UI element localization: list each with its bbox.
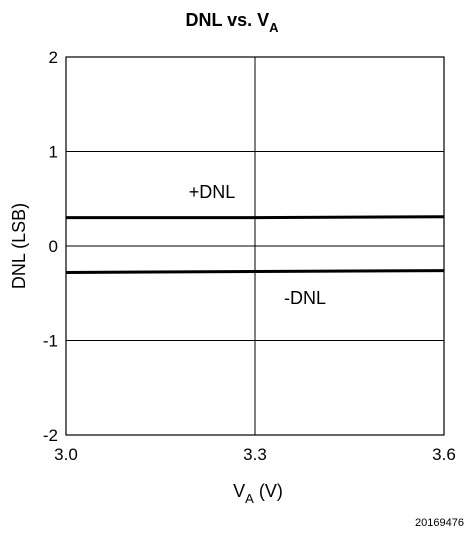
chart-title-main: DNL vs. V bbox=[185, 10, 269, 30]
y-axis-label: DNL (LSB) bbox=[9, 203, 29, 289]
chart-title-subscript: A bbox=[269, 20, 279, 35]
x-axis-label-unit: (V) bbox=[254, 481, 283, 501]
y-tick-label: -1 bbox=[43, 332, 58, 351]
y-tick-label: 1 bbox=[49, 143, 58, 162]
x-tick-label: 3.3 bbox=[243, 445, 267, 464]
y-tick-label: 2 bbox=[49, 48, 58, 67]
tick-labels: 2 1 0 -1 -23.0 3.3 3.6 bbox=[43, 48, 456, 464]
grid bbox=[66, 57, 444, 435]
x-tick-label: 3.6 bbox=[432, 445, 456, 464]
annotation-plus-dnl: +DNL bbox=[189, 182, 236, 202]
annotation-minus-dnl: -DNL bbox=[284, 288, 326, 308]
x-axis-label-main: V bbox=[233, 481, 245, 501]
x-axis-label-subscript: A bbox=[245, 491, 254, 506]
x-axis-label: VA (V) bbox=[233, 481, 283, 506]
y-tick-label: -2 bbox=[43, 426, 58, 445]
chart-title: DNL vs. VA bbox=[185, 10, 279, 35]
plot-frame bbox=[65, 56, 445, 436]
figure-id: 20169476 bbox=[415, 517, 464, 529]
series-layer bbox=[65, 215, 445, 274]
series-line-plus-dnl bbox=[66, 215, 445, 220]
y-tick-label: 0 bbox=[49, 237, 58, 256]
series-line-minus-dnl bbox=[65, 269, 445, 274]
x-tick-label: 3.0 bbox=[54, 445, 78, 464]
